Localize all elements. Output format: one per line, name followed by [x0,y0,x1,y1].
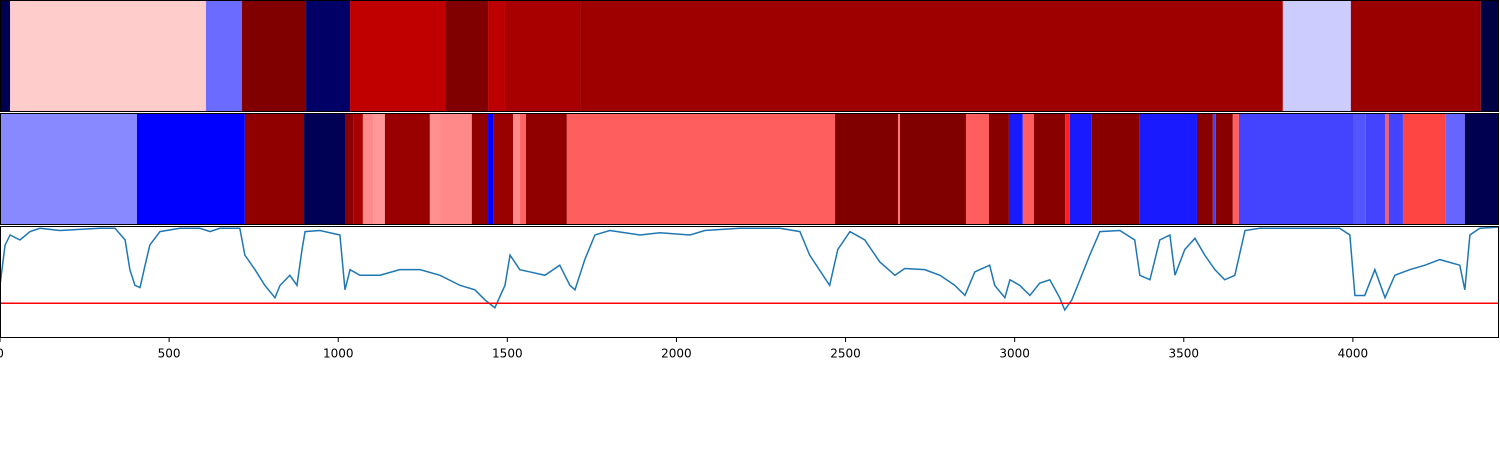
x-tick-label: 1000 [323,347,354,361]
segment [1196,113,1213,225]
segment [1385,113,1389,225]
segment [241,0,307,112]
segment [0,113,137,225]
segment [988,113,1009,225]
segment [897,113,901,225]
segment [488,0,505,112]
segment [471,113,489,225]
segment [1464,113,1499,225]
segment [504,0,581,112]
segment [353,113,363,225]
segment [205,0,242,112]
segment [136,113,245,225]
segment [362,113,374,225]
x-tick-label: 3000 [999,347,1030,361]
segment [1065,113,1070,225]
segment [1212,113,1216,225]
segment [304,113,345,225]
segment [1238,113,1354,225]
segment [1008,113,1023,225]
segment [1402,113,1446,225]
segment [445,0,489,112]
segment [1350,0,1481,112]
segment [835,113,898,225]
segment [440,113,472,225]
segment [1480,0,1499,112]
x-tick-label: 0 [0,347,4,361]
segment [1282,0,1351,112]
x-tick-label: 500 [158,347,181,361]
segment [1069,113,1092,225]
x-tick-label: 1500 [492,347,523,361]
segment [965,113,989,225]
x-tick-label: 2500 [830,347,861,361]
segment [493,113,514,225]
x-tick-label: 2000 [661,347,692,361]
panel-frame [0,226,1499,338]
segment [488,113,494,225]
segment [519,113,526,225]
segment [373,113,385,225]
x-tick-label: 3500 [1169,347,1200,361]
segment [900,113,966,225]
segment [1232,113,1239,225]
segment [1022,113,1034,225]
segment [429,113,441,225]
panel-frame [0,113,1499,225]
segment [344,113,354,225]
segment [1091,113,1140,225]
segment [350,0,446,112]
segment [1353,113,1366,225]
data-line [0,226,1499,312]
segment [1215,113,1233,225]
segment [0,0,11,112]
segment [580,0,1283,112]
segment [1445,113,1465,225]
segment [10,0,206,112]
segment [1365,113,1386,225]
segment [1139,113,1197,225]
segment [513,113,520,225]
segment [566,113,836,225]
segment [244,113,305,225]
segment [1033,113,1066,225]
segment [1388,113,1403,225]
panel-frame [0,0,1499,112]
segment [525,113,567,225]
segment [306,0,351,112]
x-tick-label: 4000 [1338,347,1369,361]
segment [384,113,430,225]
